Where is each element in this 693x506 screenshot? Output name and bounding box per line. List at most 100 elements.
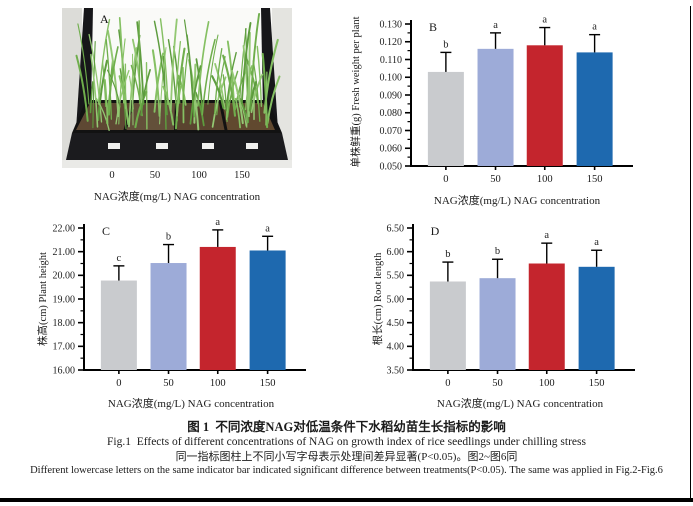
rice-blade — [153, 52, 165, 113]
rice-blade — [240, 22, 252, 105]
rice-blade — [162, 85, 175, 126]
sig-letter: a — [265, 223, 270, 234]
root-length-chart: 3.50 4.00 4.50 5.00 5.50 6.00 6.50 b 0 b 50 a 100 a 15… — [387, 223, 635, 389]
rice-blade — [95, 97, 110, 132]
rice-blade — [250, 73, 264, 114]
y-tick-label: 4.50 — [387, 318, 405, 329]
tray-tag — [202, 143, 214, 149]
rice-blade — [136, 21, 145, 105]
panel-a-xtick-labels: 0 50 100 150 — [62, 170, 292, 184]
xtick-label: 0 — [109, 170, 115, 181]
rice-blade — [134, 91, 148, 129]
bar — [526, 45, 563, 166]
x-tick-label: 0 — [443, 174, 448, 185]
rice-blade — [214, 47, 223, 115]
y-tick-label: 6.00 — [387, 247, 405, 258]
rice-blade — [247, 31, 251, 118]
rice-blade — [151, 49, 161, 117]
panel-a-xaxis-label: NAG浓度(mg/L) NAG concentration — [93, 191, 261, 203]
caption-title-en: Fig.1 Effects of different concentration… — [107, 436, 586, 448]
bar — [427, 71, 464, 166]
y-tick-label: 0.060 — [380, 144, 403, 155]
bar — [100, 280, 137, 370]
caption-note-zh: 同一指标图柱上不同小写字母表示处理间差异显著(P<0.05)。图2~图6同 — [175, 451, 518, 463]
rice-blade — [115, 69, 130, 125]
x-tick-label: 100 — [210, 378, 226, 389]
panel-letter: D — [431, 224, 440, 238]
y-tick-label: 0.120 — [380, 37, 403, 48]
y-tick-label: 20.00 — [53, 271, 76, 282]
x-tick-label: 50 — [490, 174, 501, 185]
rice-blade — [176, 85, 182, 117]
rice-blade — [131, 38, 143, 104]
xtick-label: 100 — [191, 170, 207, 181]
rice-blade — [90, 53, 99, 128]
sig-letter: a — [493, 20, 498, 31]
y-tick-label: 3.50 — [387, 365, 405, 376]
rice-blade — [201, 38, 216, 116]
sig-letter: a — [544, 230, 549, 241]
figure-caption: 图 1 不同浓度NAG对低温条件下水稻幼苗生长指标的影响 Fig.1 Effec… — [0, 419, 693, 478]
sig-letter: a — [542, 15, 547, 26]
rice-blade — [104, 79, 109, 125]
rice-blade — [189, 65, 202, 125]
y-tick-label: 0.070 — [380, 126, 403, 137]
sig-letter: b — [443, 39, 448, 50]
sig-letter: a — [592, 22, 597, 33]
rice-blade — [183, 19, 194, 104]
rice-blade — [89, 81, 94, 114]
sig-letter: a — [215, 217, 220, 228]
bar — [479, 278, 516, 370]
rice-blade — [194, 91, 205, 127]
x-tick-label: 100 — [537, 174, 553, 185]
x-tick-label: 0 — [445, 378, 450, 389]
y-tick-label: 18.00 — [53, 318, 76, 329]
panel-c-xaxis-label: NAG浓度(mg/L) NAG concentration — [107, 398, 275, 410]
bar — [249, 250, 286, 370]
rice-blade — [169, 18, 178, 112]
y-tick-label: 0.130 — [380, 19, 403, 30]
rice-blade — [265, 71, 268, 126]
x-tick-label: 150 — [589, 378, 605, 389]
rice-blade — [196, 20, 210, 107]
rice-blade — [246, 76, 250, 128]
rice-blade — [230, 69, 244, 125]
bar — [477, 48, 514, 166]
x-tick-label: 50 — [492, 378, 503, 389]
y-tick-label: 0.100 — [380, 73, 403, 84]
sig-letter: b — [495, 246, 500, 257]
rice-blade — [261, 52, 269, 129]
tray-tag — [246, 143, 258, 149]
bar — [199, 246, 236, 370]
rice-blade — [211, 75, 225, 109]
rice-seedlings-photo — [62, 8, 292, 168]
sig-letter: b — [166, 232, 171, 243]
sig-letter: a — [594, 237, 599, 248]
rice-blade — [248, 81, 258, 112]
panel-letter: B — [429, 20, 437, 34]
rice-blade — [225, 77, 233, 120]
rice-blade — [256, 45, 263, 108]
rice-blade — [77, 23, 90, 105]
tray-tag — [156, 143, 168, 149]
tray-tag — [108, 143, 120, 149]
y-tick-label: 19.00 — [53, 294, 76, 305]
y-tick-label: 16.00 — [53, 365, 76, 376]
rice-blade — [140, 68, 151, 116]
bar — [578, 266, 615, 370]
page-bottom-rule — [0, 498, 693, 502]
y-tick-label: 5.00 — [387, 294, 405, 305]
panel-letter: C — [102, 224, 110, 238]
panel-d-xaxis-label: NAG浓度(mg/L) NAG concentration — [436, 398, 604, 410]
x-tick-label: 100 — [539, 378, 555, 389]
bar — [528, 263, 565, 370]
sig-letter: b — [445, 249, 450, 260]
y-tick-label: 5.50 — [387, 271, 405, 282]
bar — [150, 263, 187, 370]
bar — [576, 52, 613, 166]
soil-section — [126, 103, 175, 130]
panel-a-photo: A — [62, 8, 292, 168]
rice-blade — [131, 53, 134, 126]
y-tick-label: 6.50 — [387, 223, 405, 234]
